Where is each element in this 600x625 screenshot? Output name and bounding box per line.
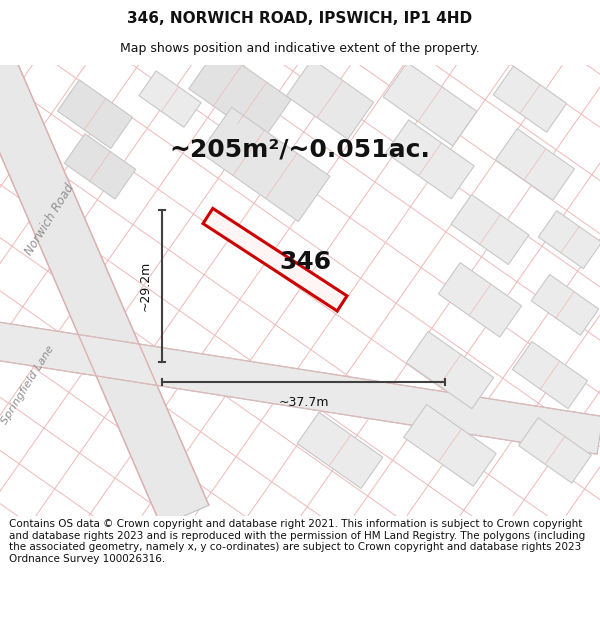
Polygon shape (439, 262, 521, 337)
Polygon shape (64, 134, 136, 199)
Polygon shape (0, 54, 209, 526)
Text: ~37.7m: ~37.7m (278, 396, 329, 409)
Text: Contains OS data © Crown copyright and database right 2021. This information is : Contains OS data © Crown copyright and d… (9, 519, 585, 564)
Polygon shape (189, 48, 291, 141)
Polygon shape (58, 80, 133, 149)
Polygon shape (493, 66, 566, 132)
Polygon shape (203, 208, 347, 311)
Text: ~205m²/~0.051ac.: ~205m²/~0.051ac. (170, 138, 430, 161)
Polygon shape (518, 418, 592, 483)
Polygon shape (0, 321, 600, 454)
Polygon shape (386, 120, 474, 199)
Polygon shape (496, 129, 575, 200)
Polygon shape (404, 404, 496, 486)
Polygon shape (538, 211, 600, 269)
Polygon shape (297, 412, 383, 489)
Polygon shape (406, 331, 494, 409)
Polygon shape (512, 342, 587, 409)
Polygon shape (286, 59, 374, 139)
Polygon shape (451, 194, 529, 264)
Text: Norwich Road: Norwich Road (23, 181, 77, 258)
Text: Map shows position and indicative extent of the property.: Map shows position and indicative extent… (120, 42, 480, 55)
Text: 346: 346 (279, 250, 331, 274)
Polygon shape (531, 274, 599, 335)
Polygon shape (200, 107, 330, 221)
Polygon shape (139, 71, 201, 127)
Text: ~29.2m: ~29.2m (139, 261, 152, 311)
Polygon shape (383, 62, 477, 146)
Text: Springfield Lane: Springfield Lane (0, 344, 56, 426)
Text: 346, NORWICH ROAD, IPSWICH, IP1 4HD: 346, NORWICH ROAD, IPSWICH, IP1 4HD (127, 11, 473, 26)
